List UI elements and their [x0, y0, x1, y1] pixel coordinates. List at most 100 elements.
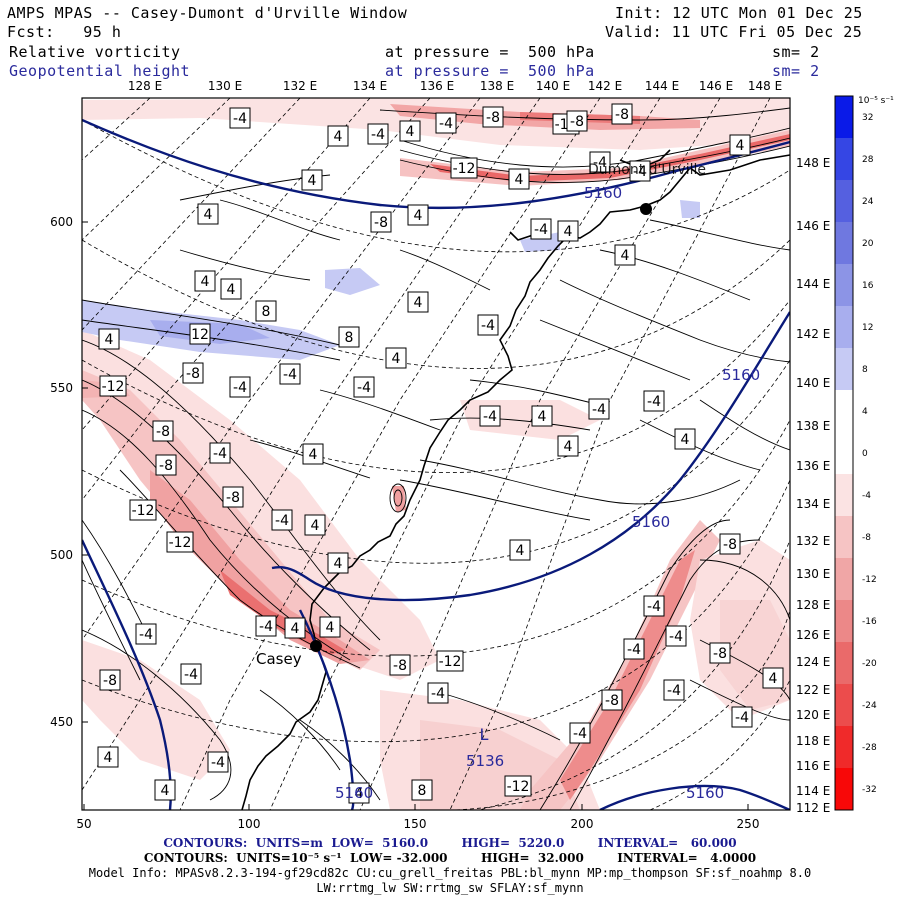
vorticity-label-box [589, 151, 611, 173]
vorticity-label-box [509, 539, 531, 561]
vorticity-label-box [189, 323, 211, 345]
colorbar-label: 8 [862, 365, 868, 375]
vorticity-label-box [479, 405, 501, 427]
colorbar-segment [835, 390, 853, 432]
vorticity-label: 4 [392, 351, 401, 367]
vorticity-label: -4 [667, 683, 681, 699]
vorticity-label-box [207, 751, 229, 773]
vorticity-label: 4 [564, 224, 573, 240]
vorticity-label-box [762, 667, 784, 689]
vorticity-label-box [182, 362, 204, 384]
height-contour-label: 5160 [722, 366, 760, 384]
vorticity-label-box [209, 442, 231, 464]
vorticity-label-box [508, 168, 530, 190]
colorbar-label: -8 [862, 533, 871, 543]
colorbar-segment [835, 516, 853, 558]
vorticity-label-box [284, 617, 306, 639]
vorticity-label: 4 [104, 750, 113, 766]
vorticity-label: -4 [633, 164, 647, 180]
vorticity-label-box [411, 779, 433, 801]
right-lon-label: 138 E [796, 419, 830, 433]
vorticity-label: 4 [227, 282, 236, 298]
vorticity-label: -8 [156, 424, 170, 440]
y-tick-label: 600 [50, 215, 73, 229]
top-lon-label: 142 E [588, 79, 622, 93]
colorbar-segment [835, 96, 853, 138]
vorticity-label: -4 [534, 222, 548, 238]
vorticity-label: 8 [418, 783, 427, 799]
vorticity-label-box [319, 616, 341, 638]
colorbar-label: -28 [862, 743, 877, 753]
vorticity-label: -8 [226, 490, 240, 506]
vorticity-label-box [97, 746, 119, 768]
model-info: Model Info: MPASv8.2.3-194-gf29cd82c CU:… [88, 866, 812, 880]
vorticity-label-box [611, 103, 633, 125]
vorticity-label-box [477, 314, 499, 336]
plot-frame [81, 97, 791, 811]
colorbar-segment [835, 684, 853, 726]
vorticity-label: -12 [132, 503, 155, 519]
colorbar-label: 12 [862, 323, 873, 333]
vorticity-label-box [279, 363, 301, 385]
y-tick-label: 500 [50, 548, 73, 562]
vorticity-label: -4 [211, 755, 225, 771]
vorticity-label: 4 [201, 274, 210, 290]
right-lon-label: 122 E [796, 683, 830, 697]
vorticity-label-box [327, 125, 349, 147]
field1-level: at pressure = 500 hPa [385, 43, 595, 61]
vorticity-label: 4 [736, 138, 745, 154]
top-lon-label: 130 E [208, 79, 242, 93]
vorticity-label-box [665, 625, 687, 647]
vorticity-label-box [154, 779, 176, 801]
vorticity-label: -8 [374, 215, 388, 231]
vorticity-label-box [385, 347, 407, 369]
right-lon-label: 148 E [796, 156, 830, 170]
vorticity-label: -8 [615, 107, 629, 123]
vorticity-label: 4 [291, 621, 300, 637]
vorticity-label-box [623, 638, 645, 660]
field1-name: Relative vorticity [9, 43, 181, 61]
height-contour-label: 5160 [632, 513, 670, 531]
vorticity-label: -4 [481, 318, 495, 334]
vorticity-label-box [557, 435, 579, 457]
vorticity-label-box [220, 278, 242, 300]
vorticity-label-box [588, 398, 610, 420]
vorticity-label-box [255, 300, 277, 322]
vorticity-label: 4 [161, 783, 170, 799]
vorticity-label: -4 [669, 629, 683, 645]
colorbar-frame [834, 95, 854, 811]
vorticity-label: -4 [592, 402, 606, 418]
vorticity-label: 4 [769, 671, 778, 687]
vorticity-label-box [557, 220, 579, 242]
vorticity-label: 4 [204, 207, 213, 223]
colorbar-segment [835, 642, 853, 684]
vorticity-label: -8 [605, 693, 619, 709]
colorbar-segment [835, 474, 853, 516]
right-lon-label: 136 E [796, 459, 830, 473]
y-tick-label: 550 [50, 381, 73, 395]
height-contour-info: CONTOURS: UNITS=m LOW= 5160.0 HIGH= 5220… [163, 836, 737, 850]
colorbar-segment [835, 264, 853, 306]
vorticity-label: -4 [371, 127, 385, 143]
vorticity-label-box [180, 663, 202, 685]
right-longitude-labels: 148 E 146 E 144 E 142 E 140 E 138 E 136 E 134 E… [796, 156, 830, 815]
top-lon-label: 134 E [353, 79, 387, 93]
forecast-hour: Fcst: 95 h [7, 23, 122, 41]
right-lon-label: 142 E [796, 327, 830, 341]
vorticity-label: -12 [439, 654, 462, 670]
x-tick-label: 50 [76, 817, 91, 831]
vorticity-label-box [222, 486, 244, 508]
colorbar-segment [835, 222, 853, 264]
vorticity-label-box [255, 615, 277, 637]
right-lon-label: 140 E [796, 376, 830, 390]
colorbar-units: 10⁻⁵ s⁻¹ [858, 96, 894, 106]
top-lon-label: 148 E [748, 79, 782, 93]
colorbar: 32 28 24 20 16 12 8 4 0 -4 -8 -12 -16 -20 -24 -28 -32 [834, 95, 877, 811]
vorticity-label-box [407, 204, 429, 226]
colorbar-label: -16 [862, 617, 877, 627]
right-lon-label: 116 E [796, 759, 830, 773]
right-lon-label: 126 E [796, 628, 830, 642]
vorticity-label-box [566, 110, 588, 132]
vorticity-label-box [301, 169, 323, 191]
